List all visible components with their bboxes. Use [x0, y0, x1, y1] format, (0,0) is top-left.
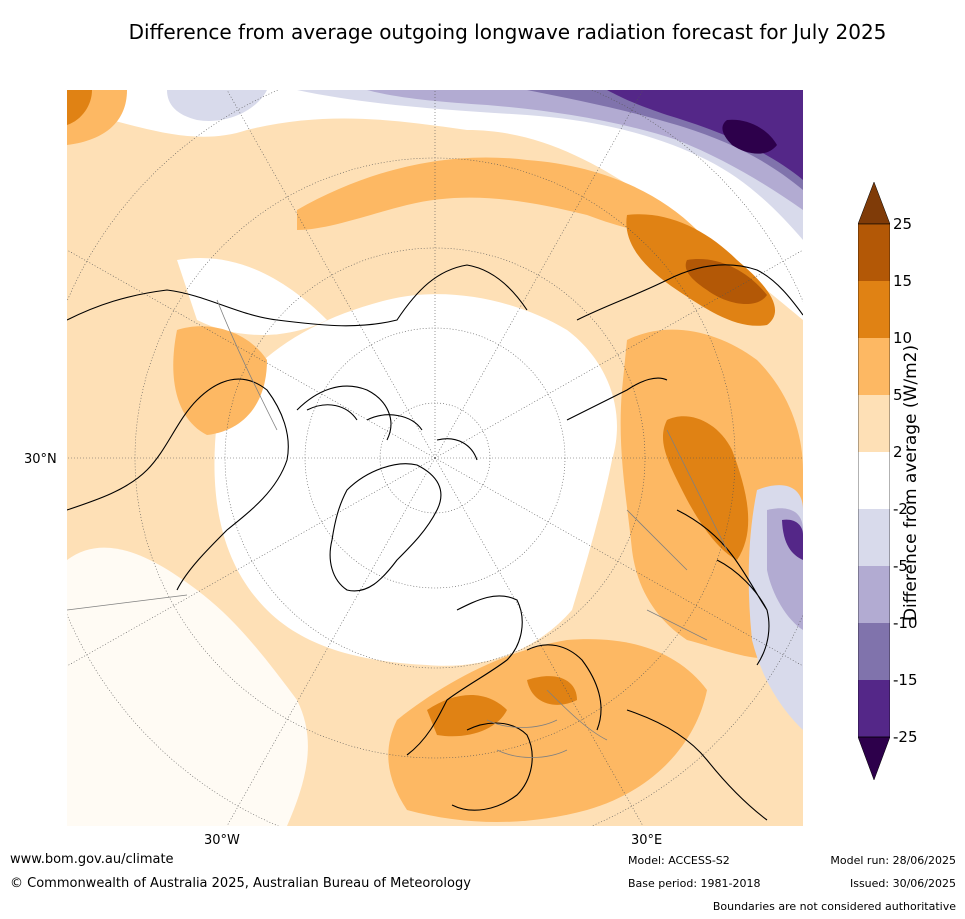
colorbar-segment-neutral [858, 452, 890, 509]
copyright-text: © Commonwealth of Australia 2025, Austra… [10, 876, 471, 891]
colorbar-tick: 25 [893, 215, 913, 233]
greenland-coast [329, 463, 442, 592]
colorbar-extend-top [858, 182, 890, 225]
anomaly-5-10-canada [173, 326, 267, 435]
model-run-text: Model run: 28/06/2025 [830, 854, 956, 867]
disclaimer-text: Boundaries are not considered authoritat… [712, 900, 956, 913]
model-text: Model: ACCESS-S2 [628, 854, 730, 867]
colorbar-segment-15-25 [858, 224, 890, 281]
colorbar [858, 182, 890, 781]
anomaly-10-15-europe [427, 695, 507, 737]
negative-anomaly-core [722, 119, 777, 154]
colorbar-label: Difference from average (W/m2) [901, 344, 921, 622]
anomaly-5-10-north-band [297, 157, 697, 235]
colorbar-segment-5-10 [858, 338, 890, 395]
europe-coast [406, 595, 602, 811]
colorbar-tick: -15 [893, 671, 918, 689]
colorbar-tick: -2 [893, 500, 908, 518]
anomaly-10-15-asia [662, 416, 749, 560]
colorbar-tick: 10 [893, 329, 913, 347]
colorbar-tick: -10 [893, 614, 918, 632]
graticule [67, 90, 803, 826]
lat-label-30n: 30°N [24, 452, 57, 467]
colorbar-segment-10-15 [858, 281, 890, 338]
polar-map [67, 90, 803, 826]
lon-label-30w: 30°W [204, 833, 240, 848]
coastlines [67, 264, 803, 821]
lon-label-30e: 30°E [631, 833, 663, 848]
colorbar-tick: 2 [893, 443, 903, 461]
arctic-islands-coast [306, 404, 478, 461]
colorbar-segment-neg10-neg15 [858, 623, 890, 680]
colorbar-tick: 15 [893, 272, 913, 290]
north-america-coast [67, 264, 528, 591]
base-period-text: Base period: 1981-2018 [628, 877, 761, 890]
colorbar-segment-neg15-neg25 [858, 680, 890, 737]
map-canvas [67, 90, 803, 826]
colorbar-extend-bottom [858, 736, 890, 781]
colorbar-segment-neg2-neg5 [858, 509, 890, 566]
country-borders [67, 299, 728, 758]
map-title: Difference from average outgoing longwav… [128, 20, 887, 44]
colorbar-segment-neg5-neg10 [858, 566, 890, 623]
asia-coast [566, 264, 803, 821]
issued-text: Issued: 30/06/2025 [849, 877, 956, 890]
website-link[interactable]: www.bom.gov.au/climate [10, 852, 174, 867]
colorbar-tick: -25 [893, 728, 918, 746]
near-normal-region [214, 294, 617, 666]
colorbar-segment-2-5 [858, 395, 890, 452]
colorbar-tick: -5 [893, 557, 908, 575]
colorbar-tick: 5 [893, 386, 903, 404]
anomaly-15-25-siberia [685, 259, 767, 305]
anomaly-5-10-europe [388, 639, 707, 822]
